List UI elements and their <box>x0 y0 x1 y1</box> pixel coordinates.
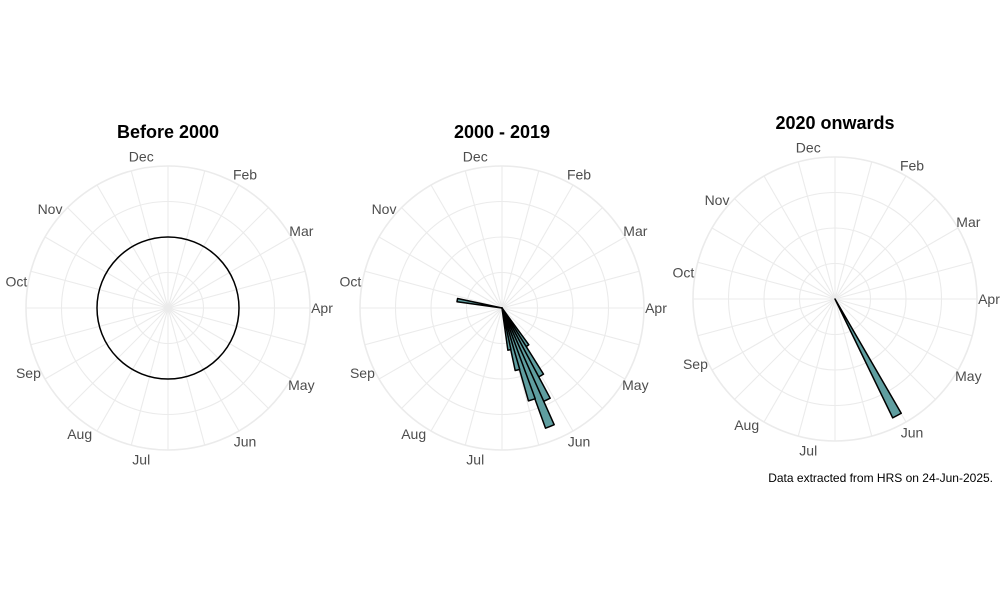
grid-spoke <box>834 298 973 337</box>
grid-spoke <box>834 227 959 300</box>
month-label-sep: Sep <box>683 356 708 372</box>
month-label-sep: Sep <box>350 365 375 381</box>
grid-spoke <box>734 198 836 300</box>
month-label-feb: Feb <box>900 158 924 174</box>
month-label-jun: Jun <box>568 433 591 449</box>
grid-spoke <box>501 170 540 309</box>
month-label-apr: Apr <box>645 300 667 316</box>
polar-panel-1: Before 2000 Dec Feb Mar Apr May Jun Jul Aug Sep Oc… <box>5 122 333 468</box>
grid-spoke <box>464 170 503 309</box>
month-label-mar: Mar <box>289 223 313 239</box>
grid-spoke <box>430 184 503 309</box>
grid-spoke <box>501 307 626 380</box>
grid-spoke <box>364 270 503 309</box>
grid-spoke <box>697 261 836 300</box>
grid-spoke <box>797 161 836 300</box>
grid-spoke <box>834 175 907 300</box>
caption: Data extracted from HRS on 24-Jun-2025. <box>768 471 993 485</box>
month-label-aug: Aug <box>401 426 426 442</box>
month-label-jun: Jun <box>901 424 924 440</box>
empty-series-circle <box>96 236 240 380</box>
grid-spoke <box>501 270 640 309</box>
month-label-jul: Jul <box>132 452 150 468</box>
grid-spoke <box>364 307 503 346</box>
grid-spoke <box>501 207 603 309</box>
polar-bar-8 <box>456 297 503 309</box>
month-label-nov: Nov <box>372 201 397 217</box>
grid-spoke <box>501 307 640 346</box>
panel-title: 2020 onwards <box>775 113 894 133</box>
month-label-aug: Aug <box>734 417 759 433</box>
month-label-apr: Apr <box>311 300 333 316</box>
polar-bar-6 <box>501 307 521 372</box>
grid-spoke <box>501 307 603 409</box>
grid-spoke <box>763 298 836 423</box>
month-label-may: May <box>622 377 648 393</box>
month-label-oct: Oct <box>5 273 27 289</box>
month-label-mar: Mar <box>956 214 980 230</box>
polar-panel-2: 2000 - 2019 Dec Feb Mar Apr May Jun Jul Aug Sep Oc… <box>339 122 667 468</box>
grid-spoke <box>401 307 503 409</box>
grid-spoke <box>797 298 836 437</box>
month-label-dec: Dec <box>129 148 154 164</box>
month-label-may: May <box>955 368 981 384</box>
month-label-may: May <box>288 377 314 393</box>
month-label-feb: Feb <box>233 167 257 183</box>
month-label-dec: Dec <box>796 139 821 155</box>
grid-spoke <box>430 307 503 432</box>
grid-spoke <box>464 307 503 446</box>
grid-spoke <box>834 298 959 371</box>
month-label-feb: Feb <box>567 167 591 183</box>
grid-spoke <box>834 161 873 300</box>
grid-spoke <box>734 298 836 400</box>
month-label-dec: Dec <box>463 148 488 164</box>
month-label-jul: Jul <box>466 452 484 468</box>
polar-panel-3: 2020 onwards Dec Feb Mar Apr May Jun Jul Aug Sep O… <box>672 113 1000 459</box>
month-label-jun: Jun <box>234 433 257 449</box>
grid-spoke <box>697 298 836 337</box>
month-label-oct: Oct <box>339 273 361 289</box>
panels: Before 2000 Dec Feb Mar Apr May Jun Jul Aug Sep Oc… <box>5 113 1000 468</box>
polar-bar-1 <box>834 298 902 419</box>
month-label-nov: Nov <box>705 192 730 208</box>
grid-spoke <box>401 207 503 309</box>
grid-spoke <box>501 236 626 309</box>
grid-spoke <box>763 175 836 300</box>
month-label-aug: Aug <box>67 426 92 442</box>
grid-spoke <box>834 298 936 400</box>
panel-title: 2000 - 2019 <box>454 122 550 142</box>
grid-spoke <box>834 298 873 437</box>
month-label-apr: Apr <box>978 291 1000 307</box>
polar-bar-7 <box>501 307 512 351</box>
grid-spoke <box>711 227 836 300</box>
grid-spoke <box>834 261 973 300</box>
polar-bar-5 <box>501 307 536 402</box>
grid-spoke <box>501 184 574 309</box>
month-label-oct: Oct <box>672 264 694 280</box>
grid-spoke <box>378 307 503 380</box>
grid-spoke <box>711 298 836 371</box>
grid-spoke <box>834 198 936 300</box>
month-label-nov: Nov <box>38 201 63 217</box>
month-label-sep: Sep <box>16 365 41 381</box>
month-label-mar: Mar <box>623 223 647 239</box>
grid-spoke <box>378 236 503 309</box>
polar-bar-4 <box>501 307 555 429</box>
panel-title: Before 2000 <box>117 122 219 142</box>
month-label-jul: Jul <box>799 443 817 459</box>
